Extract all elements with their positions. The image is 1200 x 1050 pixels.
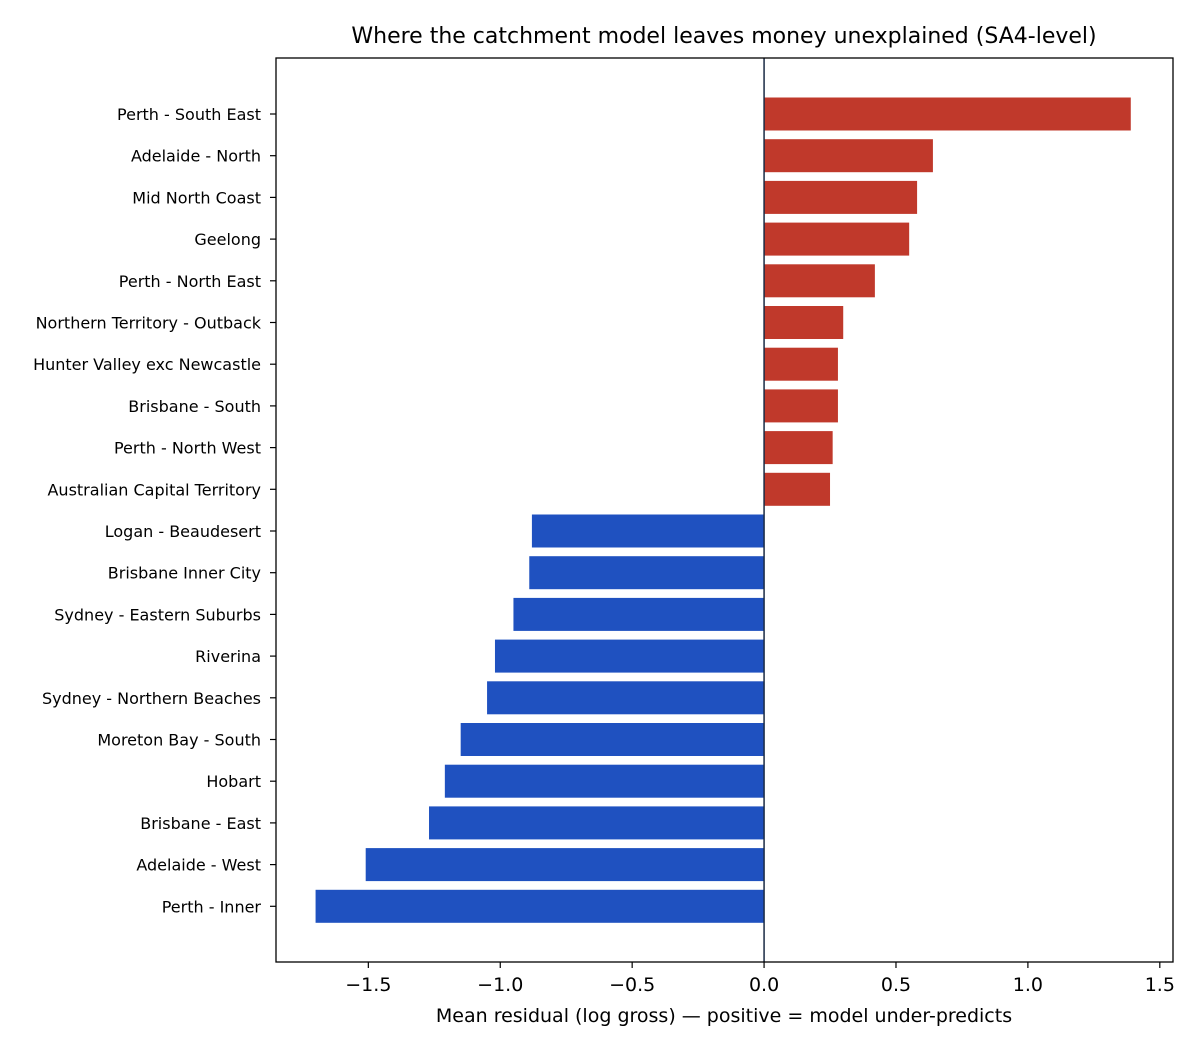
bar-19 <box>315 889 765 923</box>
bar-0 <box>764 97 1131 131</box>
bar-18 <box>365 848 765 882</box>
bar-7 <box>764 389 838 423</box>
x-tick-label-5: 1.0 <box>1013 974 1043 996</box>
x-tick-label-1: −1.0 <box>477 974 523 996</box>
category-label-6: Hunter Valley exc Newcastle <box>33 355 261 374</box>
bar-3 <box>764 222 910 256</box>
x-axis-label: Mean residual (log gross) — positive = m… <box>436 1005 1012 1027</box>
category-label-7: Brisbane - South <box>128 397 261 416</box>
bar-15 <box>460 723 765 756</box>
bar-4 <box>764 264 875 298</box>
x-tick-label-6: 1.5 <box>1145 974 1175 996</box>
category-label-17: Brisbane - East <box>140 814 261 833</box>
x-tick-label-3: 0.0 <box>749 974 779 996</box>
bar-12 <box>513 597 765 631</box>
bar-11 <box>529 556 765 590</box>
category-label-1: Adelaide - North <box>131 147 261 166</box>
bar-17 <box>429 806 765 840</box>
bar-2 <box>764 180 918 214</box>
category-labels-layer: Perth - South East Adelaide - North Mid No… <box>33 105 276 916</box>
category-label-4: Perth - North East <box>119 272 261 291</box>
bar-13 <box>494 639 765 673</box>
category-label-13: Riverina <box>195 647 261 666</box>
chart-title: Where the catchment model leaves money u… <box>351 24 1096 49</box>
bar-8 <box>764 431 833 465</box>
x-ticks-layer: −1.5 −1.0 −0.5 0.0 0.5 1.0 1.5 <box>345 962 1175 996</box>
x-tick-label-2: −0.5 <box>609 974 655 996</box>
category-label-5: Northern Territory - Outback <box>36 314 262 333</box>
bar-10 <box>531 514 765 548</box>
category-label-3: Geelong <box>194 230 261 249</box>
bar-6 <box>764 347 838 381</box>
bar-9 <box>764 472 831 506</box>
category-label-11: Brisbane Inner City <box>108 564 261 583</box>
bar-5 <box>764 306 844 339</box>
category-label-19: Perth - Inner <box>162 897 262 916</box>
x-tick-label-0: −1.5 <box>345 974 391 996</box>
category-label-9: Australian Capital Territory <box>47 480 261 499</box>
category-label-10: Logan - Beaudesert <box>105 522 261 541</box>
bar-1 <box>764 139 933 173</box>
category-label-16: Hobart <box>206 772 261 791</box>
bars-layer <box>315 97 1131 923</box>
category-label-0: Perth - South East <box>117 105 261 124</box>
category-label-14: Sydney - Northern Beaches <box>42 689 261 708</box>
category-label-12: Sydney - Eastern Suburbs <box>54 605 261 624</box>
bar-14 <box>487 681 765 715</box>
plot-frame <box>275 57 1174 963</box>
category-label-15: Moreton Bay - South <box>97 731 261 750</box>
category-label-2: Mid North Coast <box>132 188 261 207</box>
category-label-18: Adelaide - West <box>136 856 261 875</box>
bar-16 <box>444 764 765 798</box>
category-label-8: Perth - North West <box>114 439 261 458</box>
x-tick-label-4: 0.5 <box>881 974 911 996</box>
